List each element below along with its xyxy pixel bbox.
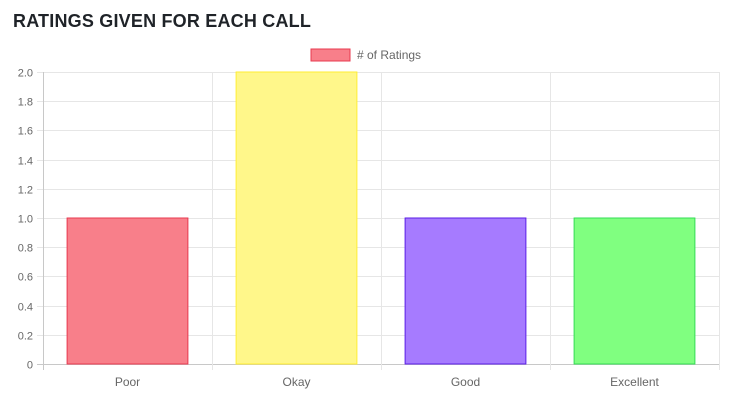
- bar-poor[interactable]: [66, 217, 189, 365]
- y-tick-label: 1.0: [18, 214, 33, 226]
- bar-okay[interactable]: [235, 71, 358, 365]
- y-tick-label: 0.4: [18, 302, 33, 314]
- y-tick-label: 0.2: [18, 331, 33, 343]
- y-tick-label: 2.0: [18, 68, 33, 80]
- y-tick-label: 1.2: [18, 185, 33, 197]
- x-tick-label: Excellent: [610, 375, 659, 389]
- y-tick-label: 0: [27, 360, 33, 372]
- y-tick-label: 0.6: [18, 272, 33, 284]
- y-tick-label: 1.4: [18, 156, 33, 168]
- x-axis-ticks: Poor Okay Good Excellent: [115, 375, 660, 389]
- bar-excellent[interactable]: [573, 217, 696, 365]
- x-tick-label: Good: [451, 375, 480, 389]
- chart-canvas: 0 0.2 0.4 0.6 0.8 1.0 1.2 1.4 1.6 1.8 2.0 Poor Okay…: [18, 48, 720, 389]
- legend-label[interactable]: # of Ratings: [357, 48, 421, 62]
- y-tick-label: 1.6: [18, 126, 33, 138]
- ratings-bar-chart: 0 0.2 0.4 0.6 0.8 1.0 1.2 1.4 1.6 1.8 2.0 Poor Okay…: [0, 40, 737, 400]
- legend[interactable]: # of Ratings: [310, 48, 421, 62]
- bar-good[interactable]: [404, 217, 527, 365]
- y-axis-ticks: 0 0.2 0.4 0.6 0.8 1.0 1.2 1.4 1.6 1.8 2.0: [18, 68, 33, 372]
- y-tick-label: 1.8: [18, 97, 33, 109]
- x-tick-label: Okay: [282, 375, 310, 389]
- bars: [66, 71, 696, 365]
- x-tick-label: Poor: [115, 375, 140, 389]
- legend-swatch[interactable]: [310, 48, 351, 62]
- y-tick-label: 0.8: [18, 243, 33, 255]
- page-title: RATINGS GIVEN FOR EACH CALL: [13, 11, 312, 31]
